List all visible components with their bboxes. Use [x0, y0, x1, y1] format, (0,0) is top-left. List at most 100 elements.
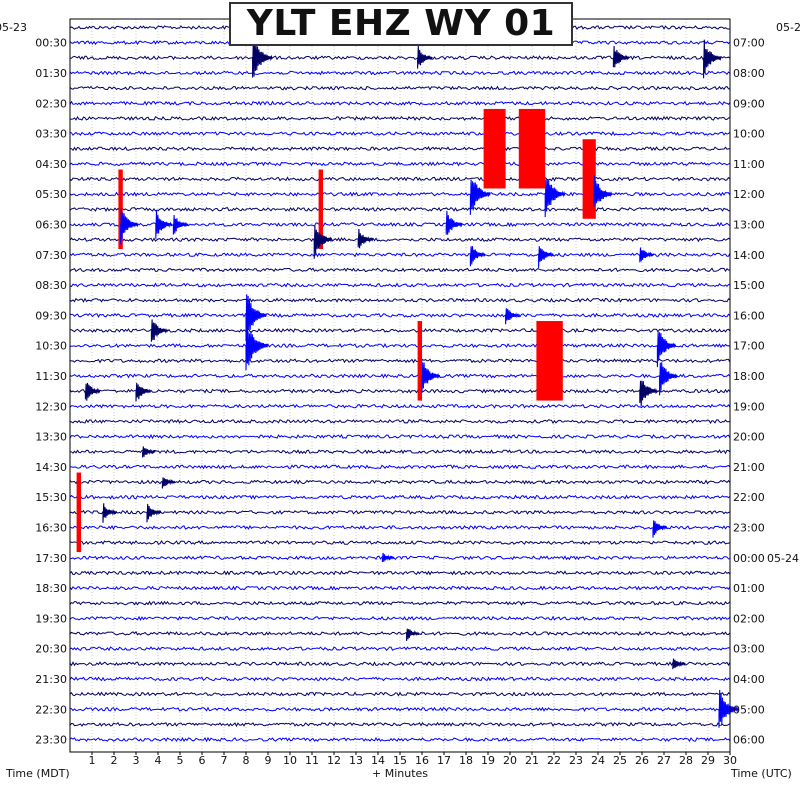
- event-24: [245, 325, 269, 371]
- left-tick-label-3: 03:30: [35, 128, 67, 141]
- clipped-event-4: [483, 108, 506, 189]
- right-date-label: 05-24: [767, 552, 799, 565]
- trace-row-21: [69, 342, 731, 349]
- event-23: [150, 319, 169, 342]
- trace-row-36: [69, 570, 731, 576]
- trace-row-44: [69, 691, 731, 697]
- right-tick-label-0: 07:00: [733, 37, 765, 50]
- left-tick-label-17: 17:30: [35, 552, 67, 565]
- event-25: [656, 332, 677, 368]
- trace-row-17: [69, 282, 731, 288]
- trace-row-34: [69, 540, 731, 546]
- right-tick-label-18: 01:00: [733, 582, 765, 595]
- right-tick-label-7: 14:00: [733, 249, 765, 262]
- chart-title: YLT EHZ WY 01: [229, 2, 573, 46]
- grid-layer: [69, 19, 731, 752]
- event-32: [639, 380, 658, 407]
- right-tick-label-3: 10:00: [733, 128, 765, 141]
- clipped-event-35: [76, 472, 81, 553]
- tick-layer: 1 2 3 4 5 6 7 8 9 10 11 12 13 14 15 16 17 18 19 20 21 22 23 24 2…: [35, 37, 799, 767]
- left-tick-label-5: 05:30: [35, 188, 67, 201]
- right-axis-label: Time (UTC): [731, 767, 792, 780]
- right-tick-label-14: 21:00: [733, 461, 765, 474]
- trace-row-41: [69, 645, 731, 652]
- clipped-event-5: [518, 108, 546, 189]
- event-17: [357, 228, 374, 249]
- event-31: [135, 382, 152, 402]
- x-tick-label-24: 24: [591, 754, 605, 767]
- x-tick-label-13: 13: [349, 754, 363, 767]
- trace-row-33: [69, 524, 731, 531]
- left-axis-label: Time (MDT): [6, 767, 70, 780]
- x-tick-label-17: 17: [437, 754, 451, 767]
- x-tick-label-27: 27: [657, 754, 671, 767]
- event-21: [245, 294, 267, 342]
- event-20: [639, 247, 655, 263]
- left-tick-label-2: 02:30: [35, 97, 67, 110]
- event-9: [593, 174, 613, 208]
- trace-row-47: [69, 736, 731, 743]
- event-layer: [76, 37, 740, 728]
- right-tick-label-19: 02:00: [733, 612, 765, 625]
- x-tick-label-8: 8: [243, 754, 250, 767]
- left-tick-label-20: 20:30: [35, 643, 67, 656]
- event-8: [544, 178, 566, 218]
- left-tick-label-18: 18:30: [35, 582, 67, 595]
- left-tick-label-15: 15:30: [35, 491, 67, 504]
- date-right-top: 05-2: [776, 21, 800, 34]
- left-tick-label-8: 08:30: [35, 279, 67, 292]
- x-tick-label-11: 11: [305, 754, 319, 767]
- trace-row-39: [69, 615, 731, 621]
- trace-row-28: [69, 449, 731, 455]
- event-22: [505, 308, 521, 325]
- trace-row-46: [69, 721, 731, 728]
- event-37: [146, 503, 162, 523]
- x-tick-label-9: 9: [265, 754, 272, 767]
- trace-row-15: [69, 252, 731, 258]
- right-tick-label-17: 00:00: [733, 552, 765, 565]
- right-tick-label-22: 05:00: [733, 703, 765, 716]
- trace-row-3: [69, 70, 731, 76]
- right-tick-label-11: 18:00: [733, 370, 765, 383]
- right-tick-label-8: 15:00: [733, 279, 765, 292]
- right-tick-label-15: 22:00: [733, 491, 765, 504]
- left-tick-label-6: 06:30: [35, 218, 67, 231]
- trace-row-9: [69, 161, 731, 167]
- trace-row-31: [69, 494, 731, 500]
- right-tick-label-5: 12:00: [733, 188, 765, 201]
- x-tick-label-22: 22: [547, 754, 561, 767]
- event-41: [672, 658, 686, 670]
- trace-row-4: [69, 85, 731, 91]
- clipped-event-27: [536, 321, 563, 401]
- trace-row-40: [69, 630, 731, 636]
- event-34: [161, 477, 176, 489]
- x-tick-label-4: 4: [155, 754, 162, 767]
- right-tick-label-21: 04:00: [733, 673, 765, 686]
- trace-row-35: [69, 555, 731, 561]
- left-tick-label-16: 16:30: [35, 521, 67, 534]
- trace-row-23: [69, 373, 731, 379]
- left-tick-label-12: 12:30: [35, 400, 67, 413]
- x-tick-label-15: 15: [393, 754, 407, 767]
- event-40: [406, 628, 420, 642]
- right-tick-label-23: 06:00: [733, 734, 765, 747]
- right-tick-label-13: 20:00: [733, 431, 765, 444]
- event-16: [313, 225, 333, 259]
- left-tick-label-7: 07:30: [35, 249, 67, 262]
- right-tick-label-6: 13:00: [733, 218, 765, 231]
- x-tick-label-16: 16: [415, 754, 429, 767]
- left-tick-label-13: 13:30: [35, 431, 67, 444]
- trace-row-32: [69, 509, 731, 515]
- x-tick-label-6: 6: [199, 754, 206, 767]
- left-tick-label-10: 10:30: [35, 340, 67, 353]
- right-tick-label-4: 11:00: [733, 158, 765, 171]
- trace-row-19: [69, 312, 731, 318]
- event-38: [652, 520, 668, 538]
- x-tick-label-19: 19: [481, 754, 495, 767]
- event-13: [155, 210, 173, 239]
- event-33: [142, 446, 156, 458]
- event-12: [120, 208, 139, 245]
- event-39: [381, 552, 395, 562]
- right-tick-label-1: 08:00: [733, 67, 765, 80]
